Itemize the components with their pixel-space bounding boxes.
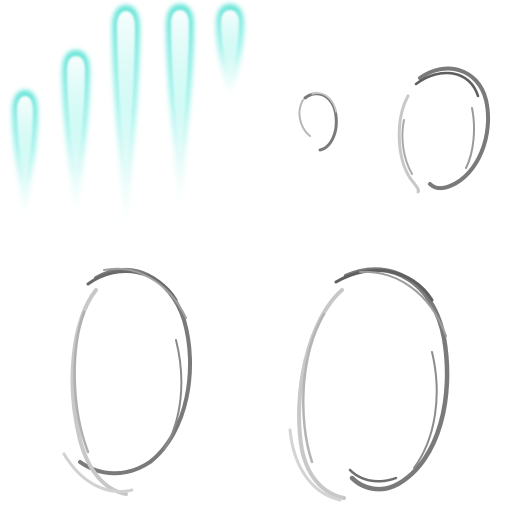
- streak-frame-4: [166, 4, 194, 215]
- ring-frame-1: [298, 92, 338, 152]
- streak-frame-2: [62, 50, 90, 220]
- ring-frame-4: [288, 267, 450, 502]
- ring-frame-3: [62, 267, 192, 496]
- ring-frame-2: [397, 66, 491, 194]
- streak-frame-5: [216, 4, 244, 100]
- streak-frame-3: [112, 5, 140, 235]
- streak-frame-1: [12, 90, 38, 220]
